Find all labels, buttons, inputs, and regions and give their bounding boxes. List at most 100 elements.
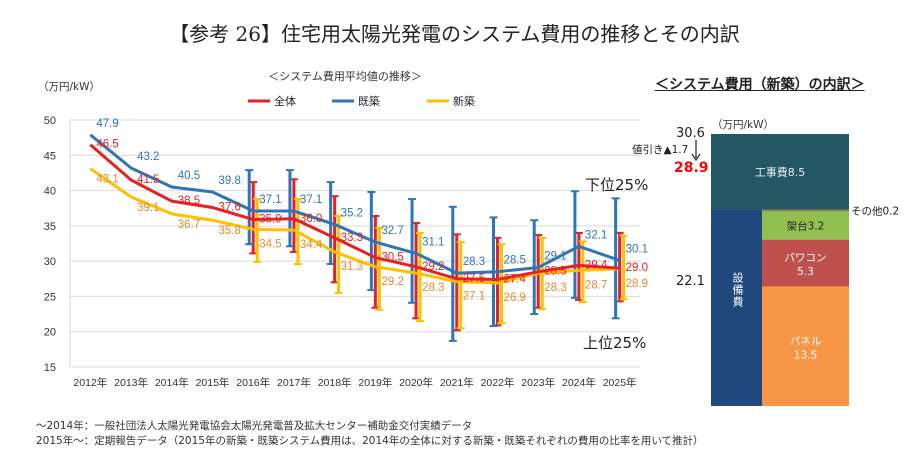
data-label: 28.3	[463, 256, 485, 268]
x-tick-label: 2022年	[481, 376, 515, 389]
series-line-新築	[89, 167, 620, 285]
data-label: 30.1	[626, 243, 648, 255]
y-tick-label: 50	[44, 115, 56, 127]
data-label: 31.3	[341, 261, 363, 273]
data-label: 32.1	[585, 229, 607, 241]
line-chart: 15 20 25 30 35 40 45 50 2012年 2013年 2014年 2015年 2016…	[38, 69, 648, 389]
data-label: 32.7	[381, 225, 403, 237]
x-tick-label: 2021年	[440, 376, 474, 389]
data-label: 35.8	[219, 225, 241, 237]
chart-subtitle: ＜システム費用平均値の推移＞	[268, 69, 422, 83]
legend-label: 新築	[453, 94, 475, 108]
segment-パワコン	[762, 239, 849, 287]
footnote-2: 2015年～：定期報告データ（2015年の新築・既築システム費用は、2014年の…	[36, 435, 704, 447]
segment-construction	[711, 134, 849, 210]
x-tick-label: 2018年	[318, 376, 352, 389]
data-label: 29.2	[381, 276, 403, 288]
data-label: 40.5	[178, 170, 200, 182]
page-title: 【参考 26】住宅用太陽光発電のシステム費用の推移とその内訳	[169, 22, 740, 46]
y-tick-label: 45	[44, 150, 56, 162]
segment-label: その他0.2	[851, 205, 899, 218]
data-label: 36.0	[300, 213, 322, 225]
segment-label: パワコン	[785, 252, 827, 264]
x-tick-label: 2012年	[73, 376, 107, 389]
data-label: 47.9	[96, 118, 118, 130]
x-tick-label: 2025年	[603, 376, 637, 389]
x-tick-label: 2015年	[196, 376, 230, 389]
segment-label: 架台3.2	[787, 219, 825, 232]
y-tick-label: 30	[44, 256, 56, 268]
data-label: 39.8	[219, 175, 241, 187]
data-label: 31.1	[422, 236, 444, 248]
segment-label-equipment: 設備費	[731, 272, 744, 308]
x-tick-label: 2016年	[236, 376, 270, 389]
y-tick-label: 20	[44, 327, 56, 339]
annotation-lower-25: 下位25%	[585, 176, 648, 194]
x-tick-label: 2017年	[277, 376, 311, 389]
legend-label: 既築	[358, 94, 380, 108]
x-tick-label: 2019年	[358, 376, 392, 389]
series-line-全体	[89, 143, 620, 281]
data-label: 38.5	[178, 195, 200, 207]
data-label: 27.5	[463, 273, 485, 285]
data-label: 27.1	[463, 291, 485, 303]
x-tick-label: 2014年	[155, 376, 189, 389]
segment-パネル	[762, 286, 849, 406]
breakdown-title: ＜システム費用（新築）の内訳＞	[655, 77, 865, 93]
segment-label: 工事費8.5	[755, 165, 806, 179]
segment-架台	[762, 211, 849, 240]
total-after: 28.9	[674, 160, 709, 176]
y-tick-label: 15	[44, 362, 56, 374]
segment-value: 5.3	[797, 266, 814, 278]
segment-value: 13.5	[794, 349, 817, 361]
data-label: 34.4	[300, 239, 323, 251]
segment-equipment	[711, 209, 762, 406]
discount-label: 値引き▲1.7	[632, 143, 688, 156]
data-label: 41.5	[137, 174, 159, 186]
y-tick-label: 25	[44, 291, 56, 303]
data-label: 37.1	[259, 194, 281, 206]
equipment-total: 22.1	[676, 274, 705, 289]
data-label: 35.2	[341, 207, 363, 219]
series-line-既築	[89, 133, 621, 275]
data-label: 28.9	[626, 278, 648, 290]
data-label: 43.2	[137, 151, 159, 163]
data-label: 30.5	[381, 252, 403, 264]
annotation-upper-25: 上位25%	[583, 334, 646, 352]
y-tick-label: 40	[44, 186, 56, 198]
data-label: 28.5	[544, 266, 566, 278]
x-tick-label: 2020年	[399, 376, 433, 389]
data-label: 34.5	[259, 238, 281, 250]
data-label: 28.3	[544, 282, 566, 294]
data-label: 43.1	[96, 174, 118, 186]
y-axis-label: （万円/kW）	[38, 81, 100, 93]
data-label: 28.5	[504, 255, 526, 267]
x-tick-label: 2024年	[562, 376, 596, 389]
data-label: 29.4	[585, 259, 608, 271]
y-tick-label: 35	[44, 221, 56, 233]
data-label: 36.7	[178, 219, 200, 231]
data-label: 29.0	[626, 262, 648, 274]
data-label: 26.9	[504, 292, 526, 304]
data-label: 37.6	[219, 202, 241, 214]
bar-unit-label: （万円/kW）	[712, 119, 774, 131]
segment-その他	[762, 209, 849, 213]
data-label: 28.3	[422, 282, 444, 294]
total-before: 30.6	[676, 126, 705, 141]
legend-label: 全体	[274, 94, 296, 108]
data-label: 35.9	[259, 214, 281, 226]
data-label: 29.1	[544, 250, 566, 262]
data-label: 29.2	[422, 261, 444, 273]
data-label: 46.5	[96, 139, 118, 151]
data-label: 27.4	[504, 273, 527, 285]
data-label: 37.1	[300, 194, 322, 206]
data-label: 39.1	[137, 202, 159, 214]
x-tick-label: 2013年	[114, 376, 148, 389]
data-label: 28.7	[585, 279, 607, 291]
segment-label: パネル	[790, 335, 822, 347]
footnote-1: ～2014年：一般社団法人太陽光発電協会太陽光発電普及拡大センター補助金交付実績…	[36, 420, 473, 432]
data-label: 33.3	[341, 232, 363, 244]
x-tick-label: 2023年	[521, 376, 555, 389]
down-arrow-head-icon	[691, 153, 701, 162]
